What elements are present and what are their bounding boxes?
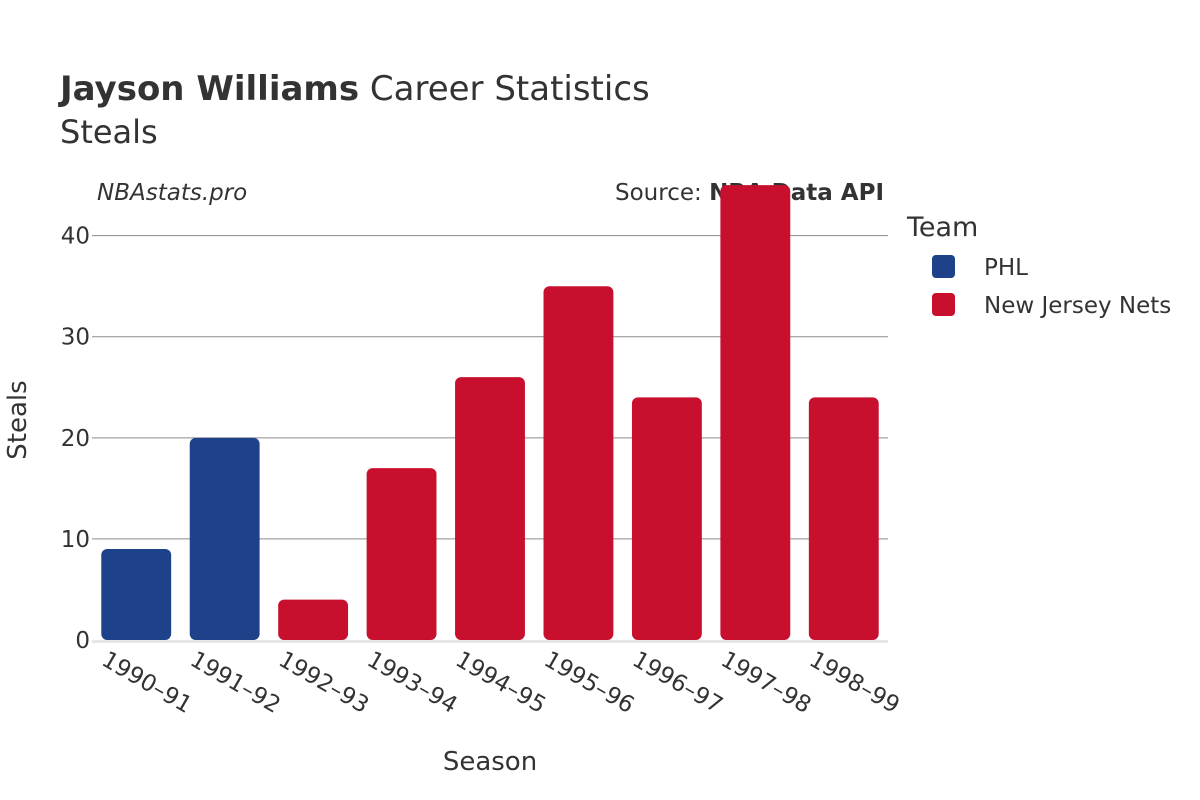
bar-1992–93[interactable]: [278, 599, 349, 640]
y-tick-label: 20: [61, 426, 90, 452]
y-tick-label: 0: [75, 628, 90, 654]
legend-swatch-phl[interactable]: [932, 255, 955, 278]
legend-swatch-new-jersey-nets[interactable]: [932, 293, 955, 316]
bar-1996–97[interactable]: [631, 397, 702, 640]
legend-label: PHL: [984, 255, 1028, 281]
x-tick-label: 1997–98: [716, 647, 815, 719]
y-tick-label: 40: [61, 224, 90, 250]
bar-1993–94[interactable]: [366, 468, 437, 640]
legend-title: Team: [906, 212, 978, 243]
bar-1994–95[interactable]: [455, 377, 525, 640]
bar-1995–96[interactable]: [543, 286, 614, 640]
legend: Team PHL New Jersey Nets: [906, 212, 1171, 319]
y-tick-label: 10: [61, 527, 90, 553]
x-tick-labels: 1990–911991–921992–931993–941994–951995–…: [97, 647, 904, 719]
y-tick-label: 30: [61, 325, 90, 351]
x-tick-label: 1992–93: [274, 647, 373, 719]
legend-label: New Jersey Nets: [984, 293, 1171, 319]
chart-title: Jayson Williams Career Statistics: [58, 69, 650, 109]
player-name: Jayson Williams: [58, 69, 359, 109]
bar-1990–91[interactable]: [101, 549, 172, 640]
x-tick-label: 1994–95: [451, 647, 550, 719]
x-axis-label: Season: [443, 747, 537, 777]
watermark: NBAstats.pro: [97, 180, 247, 206]
source-prefix: Source:: [615, 180, 709, 206]
x-tick-label: 1993–94: [363, 647, 462, 719]
x-tick-label: 1990–91: [97, 647, 196, 719]
y-tick-labels: 0 10 20 30 40: [61, 224, 90, 654]
x-tick-label: 1996–97: [628, 647, 727, 719]
bar-1991–92[interactable]: [189, 437, 260, 640]
x-tick-label: 1995–96: [539, 647, 638, 719]
title-rest: Career Statistics: [359, 69, 650, 109]
y-axis-label: Steals: [3, 380, 33, 459]
bar-1998–99[interactable]: [808, 397, 879, 640]
chart-subtitle: Steals: [60, 113, 158, 151]
bars: [101, 185, 879, 640]
bar-1997–98[interactable]: [720, 185, 791, 640]
x-tick-label: 1991–92: [186, 647, 285, 719]
x-tick-label: 1998–99: [805, 647, 904, 719]
